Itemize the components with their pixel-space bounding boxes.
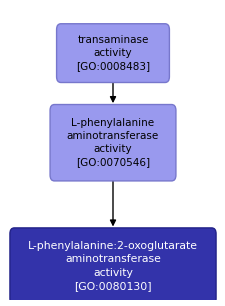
FancyBboxPatch shape [56,24,169,83]
Text: transaminase
activity
[GO:0008483]: transaminase activity [GO:0008483] [76,35,149,71]
FancyBboxPatch shape [50,105,175,181]
FancyBboxPatch shape [10,228,215,304]
Text: L-phenylalanine:2-oxoglutarate
aminotransferase
activity
[GO:0080130]: L-phenylalanine:2-oxoglutarate aminotran… [28,241,197,291]
Text: L-phenylalanine
aminotransferase
activity
[GO:0070546]: L-phenylalanine aminotransferase activit… [67,118,158,167]
